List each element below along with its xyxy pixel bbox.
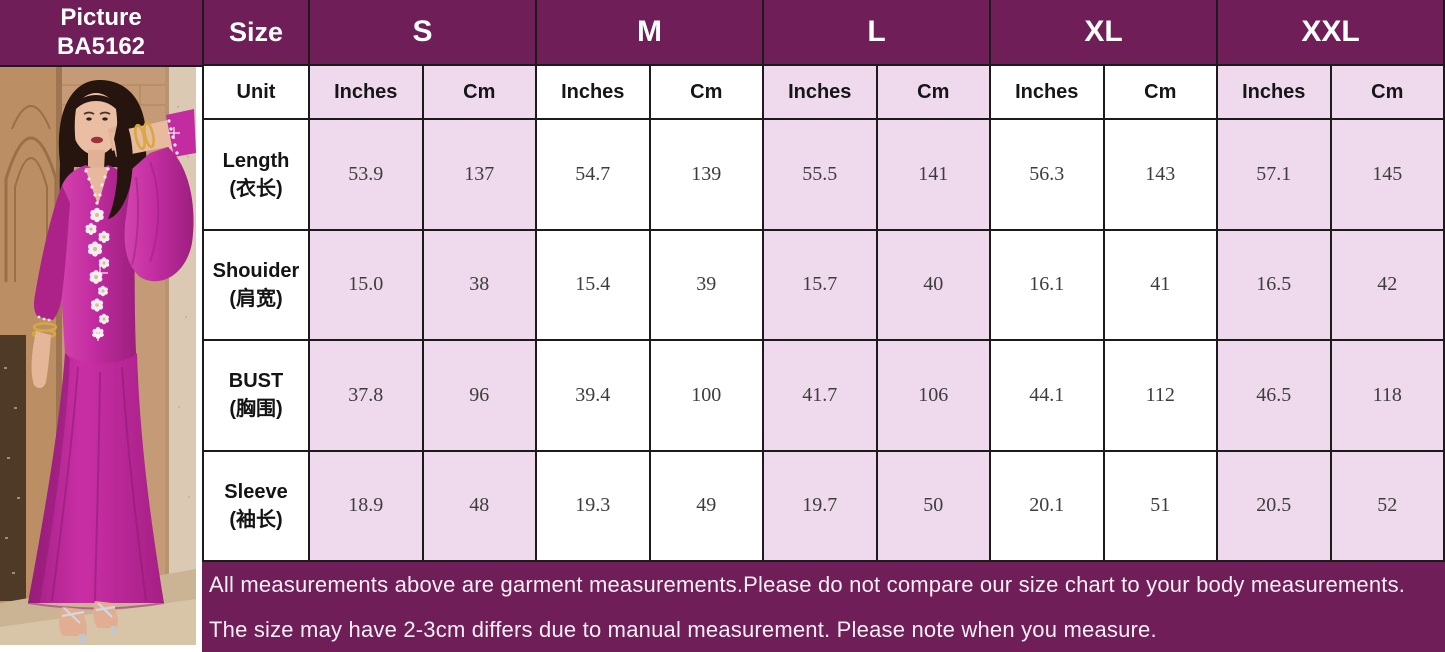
table-row: Size S M L XL XXL <box>202 0 1445 67</box>
measure-cell: 54.7 <box>535 118 651 231</box>
measure-cell: 42 <box>1329 228 1445 342</box>
row-label-sleeve: Sleeve (袖长) <box>202 449 310 563</box>
measure-cell: 41.7 <box>762 339 878 452</box>
unit-label: Unit <box>202 64 310 121</box>
measure-cell: 56.3 <box>989 118 1105 231</box>
table-row: Length (衣长) 53.9 137 54.7 139 55.5 141 5… <box>202 118 1445 231</box>
measure-cell: 20.1 <box>989 449 1105 563</box>
unit-inches-s: Inches <box>308 64 424 121</box>
size-header-xxl: XXL <box>1216 0 1445 67</box>
measure-cell: 15.0 <box>308 228 424 342</box>
measure-cell: 48 <box>421 449 537 563</box>
row-label-shoulder: Shouider (肩宽) <box>202 228 310 342</box>
measure-cell: 39 <box>648 228 764 342</box>
measure-cell: 106 <box>875 339 991 452</box>
measure-cell: 141 <box>875 118 991 231</box>
size-header-s: S <box>308 0 537 67</box>
table-row: BUST (胸围) 37.8 96 39.4 100 41.7 106 44.1… <box>202 339 1445 452</box>
picture-header-line1: Picture <box>60 4 142 32</box>
measure-cell: 19.3 <box>535 449 651 563</box>
measure-cell: 49 <box>648 449 764 563</box>
measure-cell: 137 <box>421 118 537 231</box>
measure-cell: 16.1 <box>989 228 1105 342</box>
size-column-header: Size <box>202 0 310 67</box>
measure-cell: 20.5 <box>1216 449 1332 563</box>
note-garment-measurements: All measurements above are garment measu… <box>209 571 1406 597</box>
picture-header: Picture BA5162 <box>0 0 202 67</box>
unit-cm-xl: Cm <box>1102 64 1218 121</box>
notes-band: All measurements above are garment measu… <box>202 562 1445 652</box>
note-manual-measurement: The size may have 2-3cm differs due to m… <box>209 616 1157 642</box>
measure-cell: 112 <box>1102 339 1218 452</box>
measure-cell: 15.4 <box>535 228 651 342</box>
size-header-m: M <box>535 0 764 67</box>
unit-inches-l: Inches <box>762 64 878 121</box>
unit-inches-xl: Inches <box>989 64 1105 121</box>
row-label-bust: BUST (胸围) <box>202 339 310 452</box>
measure-cell: 37.8 <box>308 339 424 452</box>
product-photo-illustration <box>0 67 196 645</box>
picture-header-line2: BA5162 <box>56 32 146 60</box>
measure-cell: 18.9 <box>308 449 424 563</box>
measure-cell: 50 <box>875 449 991 563</box>
measure-cell: 145 <box>1329 118 1445 231</box>
measure-cell: 100 <box>648 339 764 452</box>
unit-inches-m: Inches <box>535 64 651 121</box>
size-header-xl: XL <box>989 0 1218 67</box>
measure-cell: 143 <box>1102 118 1218 231</box>
measure-cell: 139 <box>648 118 764 231</box>
unit-inches-xxl: Inches <box>1216 64 1332 121</box>
table-row: Shouider (肩宽) 15.0 38 15.4 39 15.7 40 16… <box>202 228 1445 342</box>
measure-cell: 38 <box>421 228 537 342</box>
measure-cell: 51 <box>1102 449 1218 563</box>
unit-cm-s: Cm <box>421 64 537 121</box>
product-photo <box>0 67 196 645</box>
table-row: Unit Inches Cm Inches Cm Inches Cm Inche… <box>202 64 1445 121</box>
size-header-l: L <box>762 0 991 67</box>
measure-cell: 39.4 <box>535 339 651 452</box>
measure-cell: 46.5 <box>1216 339 1332 452</box>
measure-cell: 53.9 <box>308 118 424 231</box>
measure-cell: 40 <box>875 228 991 342</box>
table-row: Sleeve (袖长) 18.9 48 19.3 49 19.7 50 20.1… <box>202 449 1445 563</box>
size-chart-table: Size S M L XL XXL Unit Inches Cm Inches … <box>202 0 1445 563</box>
unit-cm-l: Cm <box>875 64 991 121</box>
measure-cell: 15.7 <box>762 228 878 342</box>
measure-cell: 19.7 <box>762 449 878 563</box>
row-label-length: Length (衣长) <box>202 118 310 231</box>
unit-cm-xxl: Cm <box>1329 64 1445 121</box>
measure-cell: 16.5 <box>1216 228 1332 342</box>
unit-cm-m: Cm <box>648 64 764 121</box>
measure-cell: 44.1 <box>989 339 1105 452</box>
measure-cell: 55.5 <box>762 118 878 231</box>
measure-cell: 52 <box>1329 449 1445 563</box>
measure-cell: 96 <box>421 339 537 452</box>
measure-cell: 118 <box>1329 339 1445 452</box>
measure-cell: 57.1 <box>1216 118 1332 231</box>
measure-cell: 41 <box>1102 228 1218 342</box>
